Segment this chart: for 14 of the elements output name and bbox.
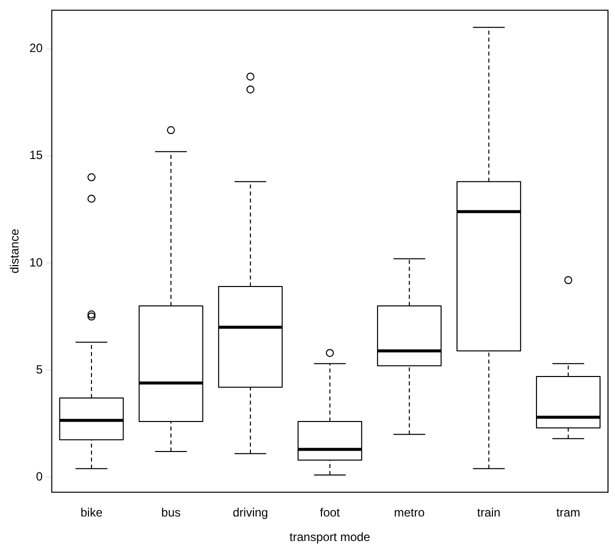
x-tick-label: train: [477, 506, 500, 520]
x-tick-label: bus: [161, 506, 181, 520]
x-axis-title: transport mode: [290, 530, 371, 544]
y-tick-label: 5: [36, 362, 44, 376]
x-tick-label: driving: [232, 506, 268, 520]
x-tick-label: foot: [320, 506, 341, 520]
y-tick-label: 20: [29, 41, 44, 56]
y-tick-label: 0: [36, 470, 44, 484]
y-axis-title: distance: [8, 228, 22, 274]
x-tick-label: bike: [80, 506, 103, 520]
x-tick-label: metro: [394, 506, 425, 520]
y-tick-label: 15: [29, 148, 44, 162]
y-tick-label: 10: [29, 255, 44, 270]
x-tick-label: tram: [556, 506, 580, 520]
